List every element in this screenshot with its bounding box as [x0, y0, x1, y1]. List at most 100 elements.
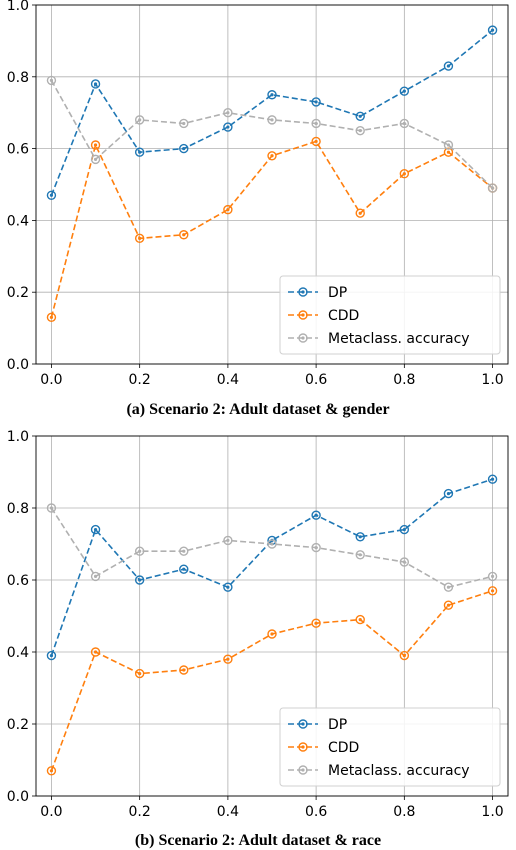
x-tick-label: 0.8 — [393, 804, 415, 820]
data-point-center — [138, 118, 142, 122]
y-tick-label: 1.0 — [7, 0, 29, 14]
data-point-center — [402, 560, 406, 564]
legend-marker — [298, 310, 308, 320]
data-point — [487, 183, 498, 193]
legend-marker — [298, 765, 308, 775]
data-point-center — [138, 672, 142, 676]
data-point — [90, 140, 101, 150]
data-point-center — [49, 78, 54, 82]
legend-marker — [298, 742, 308, 752]
legend-marker — [298, 287, 308, 297]
data-point-center — [314, 139, 318, 144]
data-point — [311, 618, 321, 628]
data-point-center — [138, 549, 142, 553]
data-point — [399, 118, 410, 129]
data-point-center — [49, 193, 54, 197]
data-point — [46, 503, 57, 513]
data-point-center — [358, 114, 362, 118]
data-point — [311, 97, 321, 107]
data-point-center — [490, 477, 495, 481]
legend-marker-center — [301, 722, 305, 726]
data-point-center — [226, 111, 230, 115]
data-point — [399, 650, 410, 661]
legend-marker-center — [301, 745, 305, 749]
data-point — [90, 154, 101, 165]
x-tick-label: 0.4 — [217, 372, 239, 388]
data-point-center — [358, 618, 362, 622]
y-tick-label: 0.8 — [7, 501, 29, 517]
data-point — [134, 147, 145, 157]
data-point — [355, 208, 365, 218]
data-point — [223, 535, 233, 546]
data-point — [90, 647, 101, 657]
data-point — [179, 665, 189, 675]
data-point-center — [446, 585, 451, 589]
data-point-center — [402, 654, 406, 658]
data-point-center — [49, 315, 54, 319]
y-tick-label: 0.4 — [7, 213, 29, 229]
data-point — [46, 312, 57, 323]
data-point — [134, 233, 145, 244]
data-point-center — [446, 150, 451, 154]
data-point-center — [270, 154, 274, 158]
data-point — [443, 140, 454, 150]
data-point — [311, 510, 321, 520]
data-point-center — [226, 208, 230, 212]
data-point-center — [314, 621, 318, 625]
data-point-center — [182, 549, 186, 553]
data-point — [179, 143, 189, 154]
data-point — [134, 546, 145, 556]
y-tick-label: 0.6 — [7, 142, 29, 158]
data-point-center — [226, 125, 230, 129]
data-point — [179, 564, 189, 574]
data-point-center — [314, 100, 318, 104]
data-point-center — [446, 64, 451, 68]
legend-marker — [298, 719, 308, 729]
data-point-center — [93, 157, 98, 161]
legend-marker-center — [301, 313, 305, 317]
data-point — [267, 629, 277, 639]
data-point — [46, 190, 57, 200]
data-point — [90, 524, 101, 535]
data-point-center — [93, 528, 98, 532]
data-point-center — [402, 172, 406, 176]
data-point — [223, 654, 233, 664]
data-point — [223, 204, 233, 215]
legend-box — [279, 707, 501, 787]
data-point-center — [49, 506, 54, 510]
data-point — [399, 86, 410, 96]
data-point — [46, 75, 57, 86]
data-point — [443, 147, 454, 157]
data-point-center — [358, 535, 362, 539]
x-tick-label: 1.0 — [481, 372, 503, 388]
y-tick-label: 1.0 — [7, 429, 29, 445]
data-point — [223, 107, 233, 118]
data-point-center — [402, 121, 406, 126]
chart-adult-gender: 0.0 0.2 0.4 0.6 0.8 1.0 0.0 0.2 0.4 0.6 0.8 1.0 DP CD… — [7, 0, 509, 388]
data-point — [179, 118, 189, 129]
data-point — [134, 115, 145, 125]
x-tick-label: 0.4 — [217, 804, 239, 820]
series-line-dp — [50, 29, 494, 196]
legend-label: Metaclass. accuracy — [328, 763, 470, 779]
data-point-center — [490, 589, 495, 593]
y-tick-label: 0.2 — [7, 285, 29, 301]
legend-label: DP — [328, 717, 347, 733]
data-point — [399, 169, 410, 179]
data-point-center — [314, 546, 318, 550]
data-point — [46, 766, 57, 776]
x-tick-label: 0.0 — [40, 804, 62, 820]
data-point-center — [226, 585, 230, 589]
data-point-center — [402, 89, 406, 93]
data-point — [399, 524, 410, 535]
legend-marker-center — [301, 336, 305, 340]
data-point — [134, 668, 145, 679]
legend-marker-center — [301, 768, 305, 772]
data-point — [355, 550, 365, 560]
data-point — [487, 25, 498, 35]
data-point-center — [138, 236, 142, 240]
data-point — [487, 586, 498, 596]
data-point-center — [182, 233, 186, 237]
data-point — [90, 571, 101, 582]
legend-label: CDD — [328, 740, 359, 756]
